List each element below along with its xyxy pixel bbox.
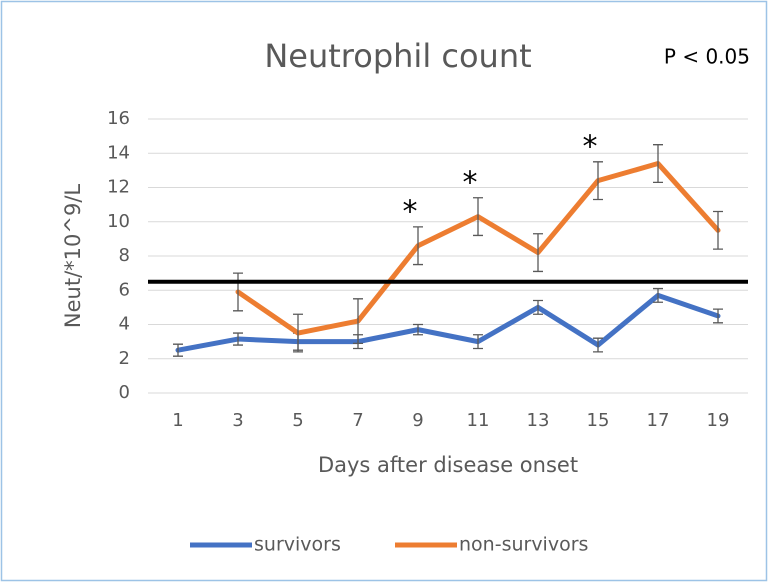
error-bar: [293, 313, 303, 353]
x-tick-label: 9: [412, 410, 423, 431]
y-tick-label: 2: [119, 348, 130, 369]
y-axis-label: Neut/*10^9/L: [61, 184, 85, 329]
error-bar: [593, 161, 603, 201]
y-tick-label: 10: [107, 211, 130, 232]
x-axis-label: Days after disease onset: [318, 453, 578, 477]
y-tick-label: 16: [107, 108, 130, 129]
x-tick-label: 1: [172, 410, 183, 431]
error-bar: [593, 337, 603, 353]
series-line: [175, 292, 721, 353]
error-bar: [713, 308, 723, 324]
y-tick-label: 14: [107, 142, 130, 163]
x-tick-label: 5: [292, 410, 303, 431]
x-tick-label: 11: [467, 410, 490, 431]
error-bar: [233, 272, 243, 312]
x-tick-label: 3: [232, 410, 243, 431]
annotation: P < 0.05: [664, 45, 750, 69]
error-bar: [353, 298, 363, 344]
error-bar: [413, 323, 423, 336]
error-bar: [713, 210, 723, 250]
error-bar: [473, 197, 483, 237]
asterisk: *: [463, 165, 478, 200]
y-tick-label: 12: [107, 177, 130, 198]
legend-label: survivors: [254, 534, 341, 556]
chart-title: Neutrophil count: [264, 37, 531, 75]
x-tick-label: 7: [352, 410, 363, 431]
y-tick-label: 8: [119, 245, 130, 266]
error-bar: [533, 233, 543, 273]
x-tick-label: 15: [587, 410, 610, 431]
x-tick-label: 13: [527, 410, 550, 431]
x-tick-label: 17: [647, 410, 670, 431]
x-tick-label: 19: [707, 410, 730, 431]
y-tick-label: 4: [119, 314, 130, 335]
error-bar: [233, 332, 243, 346]
error-bar: [473, 334, 483, 350]
asterisk: *: [583, 129, 598, 164]
y-tick-label: 6: [119, 279, 130, 300]
asterisk: *: [403, 194, 418, 229]
legend-label: non-survivors: [459, 534, 588, 556]
y-tick-label: 0: [119, 382, 130, 403]
error-bar: [533, 299, 543, 315]
error-bar: [413, 226, 423, 266]
error-bar: [173, 343, 183, 357]
error-bar: [653, 287, 663, 303]
error-bar: [653, 144, 663, 184]
